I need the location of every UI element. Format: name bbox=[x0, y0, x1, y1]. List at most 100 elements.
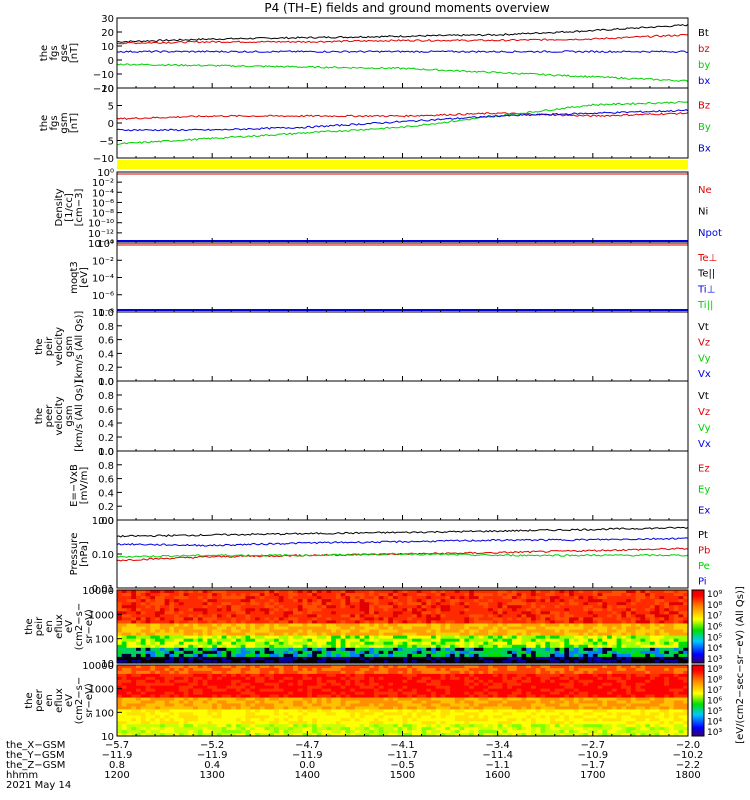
heat-cell bbox=[597, 659, 603, 664]
heat-cell bbox=[326, 596, 332, 600]
heat-cell bbox=[264, 620, 270, 625]
heat-cell bbox=[492, 656, 499, 661]
heat-cell bbox=[483, 641, 489, 646]
heat-cell bbox=[421, 718, 427, 722]
heat-cell bbox=[616, 611, 622, 615]
heat-cell bbox=[350, 593, 356, 597]
heat-cell bbox=[435, 691, 442, 696]
heat-cell bbox=[450, 656, 456, 661]
heat-cell bbox=[316, 620, 323, 625]
heat-cell bbox=[207, 632, 213, 637]
heat-cell bbox=[174, 691, 180, 696]
heat-cell bbox=[364, 641, 370, 646]
heat-cell bbox=[126, 733, 132, 737]
heat-cell bbox=[221, 659, 228, 664]
heat-cell bbox=[293, 596, 299, 600]
heat-cell bbox=[402, 620, 408, 625]
heat-cell bbox=[359, 700, 366, 705]
heat-cell bbox=[164, 626, 170, 631]
heat-cell bbox=[354, 715, 361, 719]
heat-cell bbox=[392, 721, 399, 725]
heat-cell bbox=[664, 620, 670, 625]
heat-cell bbox=[278, 656, 285, 661]
heat-cell bbox=[188, 667, 194, 672]
heat-cell bbox=[626, 647, 632, 652]
heat-cell bbox=[193, 712, 199, 716]
heat-cell bbox=[435, 682, 442, 687]
heat-cell bbox=[597, 656, 603, 661]
heat-cell bbox=[450, 608, 456, 612]
heat-cell bbox=[174, 700, 180, 705]
heat-cell bbox=[592, 608, 599, 612]
heat-cell bbox=[421, 605, 427, 609]
heat-cell bbox=[359, 733, 366, 737]
heat-cell bbox=[388, 688, 394, 693]
heat-cell bbox=[402, 718, 408, 722]
heat-cell bbox=[478, 596, 484, 600]
heat-cell bbox=[136, 694, 142, 699]
heat-cell bbox=[392, 659, 399, 664]
heat-cell bbox=[240, 620, 247, 625]
heat-cell bbox=[645, 635, 651, 640]
heat-cell bbox=[283, 656, 289, 661]
heat-cell bbox=[178, 691, 185, 696]
heat-cell bbox=[383, 694, 389, 699]
heat-cell bbox=[469, 617, 475, 622]
heat-cell bbox=[136, 626, 142, 631]
heat-cell bbox=[521, 590, 527, 594]
heat-cell bbox=[450, 629, 456, 634]
heat-cell bbox=[131, 715, 137, 719]
heat-cell bbox=[564, 638, 570, 643]
heat-cell bbox=[492, 611, 499, 615]
heat-cell bbox=[431, 653, 437, 658]
heat-cell bbox=[354, 632, 361, 637]
heat-cell bbox=[335, 599, 342, 603]
heat-cell bbox=[169, 715, 175, 719]
heat-cell bbox=[183, 730, 189, 734]
heat-cell bbox=[431, 733, 437, 737]
colorbar bbox=[691, 589, 705, 664]
heat-cell bbox=[169, 703, 175, 708]
heat-cell bbox=[235, 659, 242, 664]
heat-cell bbox=[412, 688, 418, 693]
heat-cell bbox=[407, 614, 413, 618]
heat-cell bbox=[635, 608, 642, 612]
heat-cell bbox=[150, 706, 156, 710]
heat-cell bbox=[383, 665, 389, 669]
heat-cell bbox=[121, 635, 128, 640]
heat-cell bbox=[178, 688, 185, 693]
heat-cell bbox=[359, 617, 366, 622]
heat-cell bbox=[117, 620, 123, 625]
heat-cell bbox=[431, 727, 437, 731]
heat-cell bbox=[312, 605, 318, 609]
heat-cell bbox=[216, 733, 223, 737]
heat-cell bbox=[416, 718, 423, 722]
heat-cell bbox=[630, 650, 637, 655]
heat-cell bbox=[407, 635, 413, 640]
heat-cell bbox=[193, 709, 199, 713]
heat-cell bbox=[240, 593, 247, 597]
heat-cell bbox=[578, 644, 584, 649]
heat-cell bbox=[388, 697, 394, 702]
heat-cell bbox=[221, 694, 228, 699]
heat-cell bbox=[668, 629, 675, 634]
heat-cell bbox=[197, 673, 204, 678]
heat-cell bbox=[117, 602, 123, 606]
heat-cell bbox=[259, 730, 266, 734]
heat-cell bbox=[421, 653, 427, 658]
heat-cell bbox=[221, 670, 228, 675]
heat-cell bbox=[164, 688, 170, 693]
heat-cell bbox=[178, 602, 185, 606]
heat-cell bbox=[383, 599, 389, 603]
y-tick-label: 20 bbox=[101, 28, 114, 39]
heat-cell bbox=[359, 709, 366, 713]
heat-cell bbox=[426, 659, 432, 664]
heat-cell bbox=[145, 691, 151, 696]
heat-cell bbox=[621, 602, 627, 606]
heat-cell bbox=[150, 688, 156, 693]
heat-cell bbox=[621, 626, 627, 631]
heat-cell bbox=[530, 635, 537, 640]
heat-cell bbox=[197, 730, 204, 734]
heat-cell bbox=[559, 641, 565, 646]
heat-cell bbox=[630, 590, 637, 594]
